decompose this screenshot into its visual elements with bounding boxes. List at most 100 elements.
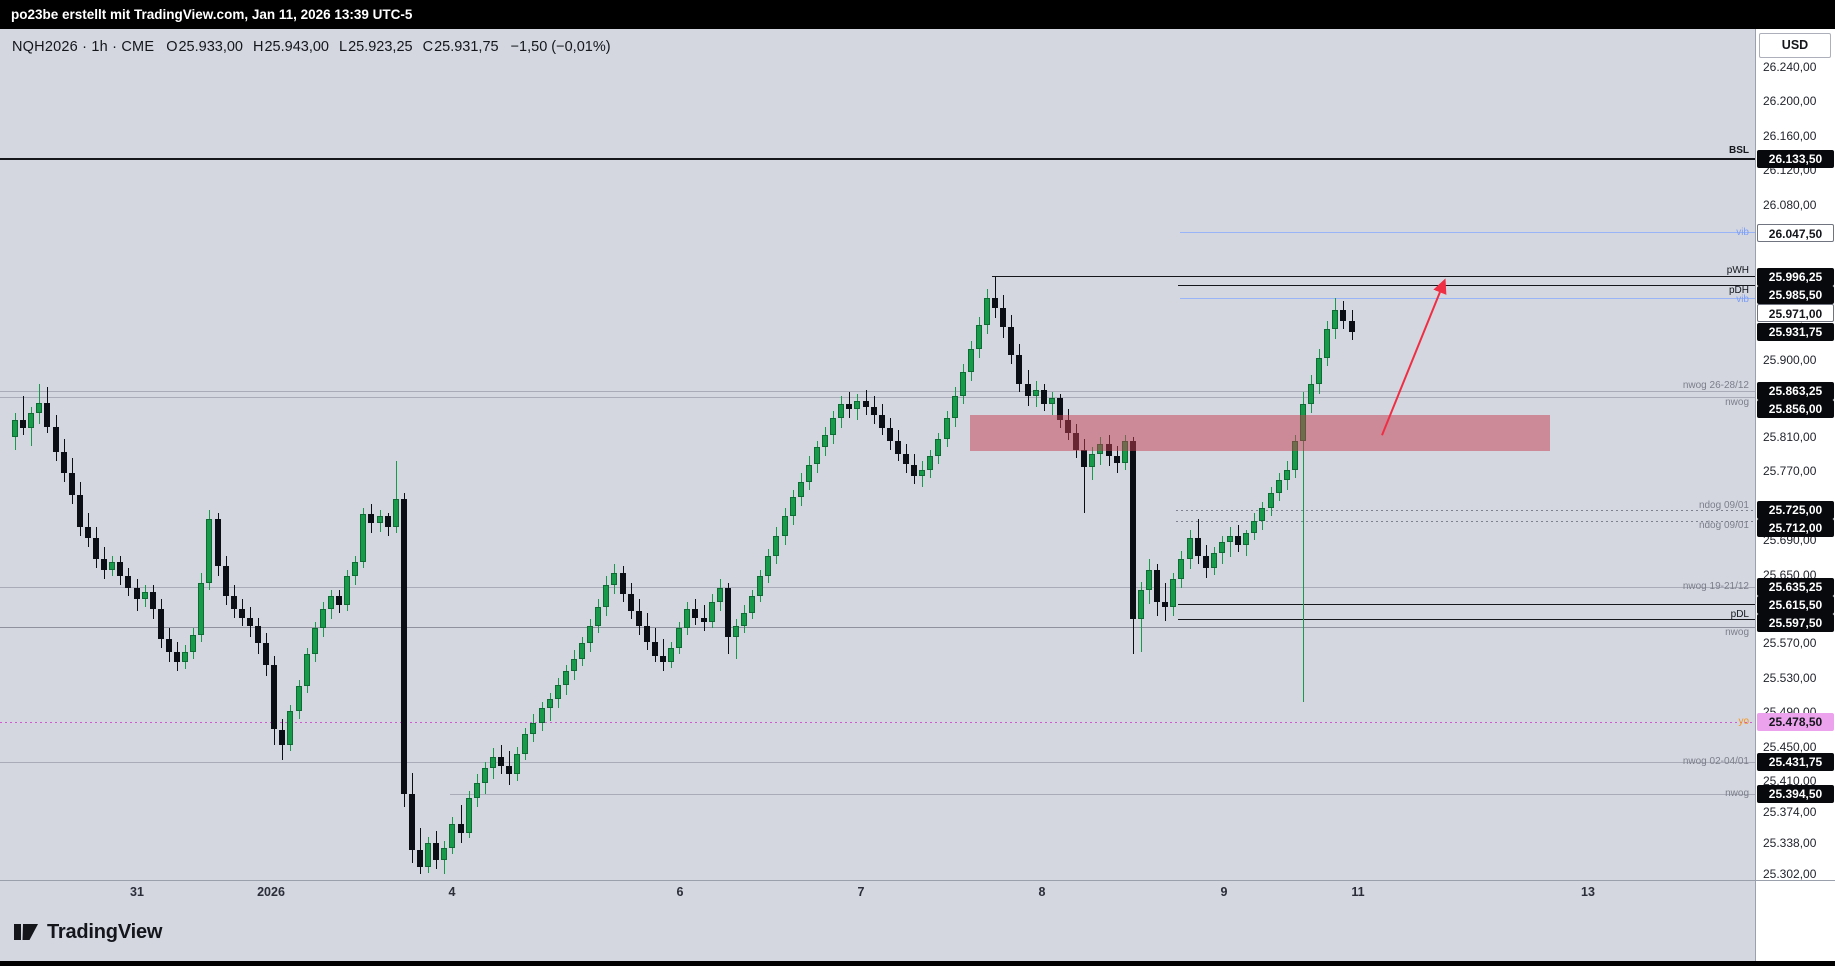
plot-area[interactable]: BSL vib pWH pDH vib nwog 26-28/12 nwog ndog 09/… — [0, 0, 1755, 880]
level-label-ndog-09-01: ndog 09/01 — [1698, 520, 1749, 532]
candle-wick — [663, 639, 664, 671]
candle-body — [895, 441, 901, 455]
candle-body — [279, 729, 285, 745]
candle-body — [1349, 320, 1355, 332]
candle-body — [44, 402, 50, 427]
level-line-bsl — [0, 157, 1755, 160]
level-line-pdh — [1178, 285, 1755, 287]
level-label-pdl: pDL — [1730, 608, 1749, 620]
candle-body — [296, 686, 302, 711]
candle-body — [393, 498, 399, 528]
candle-body — [887, 428, 893, 442]
candle-body — [1114, 455, 1120, 463]
level-line-yo — [0, 721, 1755, 723]
level-label-nwog: nwog — [1725, 788, 1749, 800]
candle-body — [555, 684, 561, 700]
candle-body — [93, 538, 99, 560]
candle-body — [636, 610, 642, 627]
price-tick-label: 25.374,00 — [1763, 805, 1817, 820]
candle-body — [12, 419, 18, 437]
level-line-pwh — [992, 276, 1755, 278]
candle-body — [903, 454, 909, 465]
level-line-vib-lower — [1180, 297, 1755, 299]
candle-body — [1049, 398, 1055, 405]
candle-body — [1308, 383, 1314, 405]
price-tick-label: 26.200,00 — [1763, 94, 1817, 109]
candle-body — [360, 514, 366, 562]
candle-body — [1243, 533, 1249, 545]
candle-body — [1008, 326, 1014, 356]
candle-body — [709, 602, 715, 622]
candle-wick — [396, 461, 397, 534]
candle-body — [198, 583, 204, 635]
supply-zone — [970, 414, 1550, 451]
level-line-ndog-0901-top — [1176, 509, 1755, 511]
candle-body — [863, 400, 869, 407]
candle-body — [28, 412, 34, 429]
price-level-badge: 25.431,75 — [1757, 753, 1834, 772]
legend-ohlc-pair: H 25.943,00 — [253, 39, 329, 55]
level-label-nwog: nwog — [1725, 397, 1749, 409]
candle-body — [563, 671, 569, 685]
level-line-nwog-1921 — [0, 586, 1755, 588]
candle-body — [368, 514, 374, 523]
time-axis-separator — [0, 880, 1835, 881]
attribution-bar: po23be erstellt mit TradingView.com, Jan… — [0, 0, 1835, 29]
level-label-yo: yo — [1738, 716, 1749, 728]
price-axis[interactable]: USD 26.240,00 26.200,00 26.160,00 26.120,00… — [1755, 29, 1835, 961]
level-label-vib: vib — [1736, 226, 1749, 238]
price-tick-label: 25.302,00 — [1763, 867, 1817, 882]
candle-body — [117, 561, 123, 577]
price-tick-label: 26.240,00 — [1763, 60, 1817, 74]
price-level-badge: 25.985,50 — [1757, 285, 1834, 304]
candle-body — [522, 733, 528, 754]
candle-wick — [1084, 438, 1085, 513]
candle-body — [166, 639, 172, 653]
level-label-nwog-02-04-01: nwog 02-04/01 — [1682, 756, 1749, 768]
legend-ohlc-pair: O 25.933,00 — [166, 39, 243, 55]
candle-body — [871, 406, 877, 416]
candle-body — [1089, 454, 1095, 468]
footer-brand[interactable]: TradingView — [13, 919, 162, 945]
candle-wick — [1230, 527, 1231, 558]
candle-body — [125, 576, 131, 588]
symbol-legend[interactable]: NQH2026 · 1h · CME O 25.933,00 H 25.943,00 L… — [12, 37, 611, 57]
candle-body — [215, 518, 221, 567]
level-label-nwog: nwog — [1725, 627, 1749, 639]
candle-body — [952, 395, 958, 419]
candle-body — [749, 596, 755, 614]
currency-button[interactable]: USD — [1759, 33, 1831, 58]
candle-body — [20, 419, 26, 429]
candle-body — [312, 627, 318, 654]
candle-body — [1033, 389, 1039, 396]
candle-body — [1227, 535, 1233, 542]
legend-change: −1,50 (−0,01%) — [510, 39, 611, 55]
candle-body — [385, 516, 391, 528]
level-label-pdh: pDH — [1728, 284, 1749, 296]
symbol-title[interactable]: NQH2026 · 1h · CME — [12, 39, 155, 55]
candle-body — [466, 798, 472, 833]
candle-body — [1276, 479, 1282, 493]
candle-body — [1324, 329, 1330, 358]
candle-body — [579, 643, 585, 659]
candle-body — [514, 753, 520, 775]
candle-body — [231, 596, 237, 610]
price-level-badge: 25.863,25 — [1757, 382, 1834, 401]
candle-body — [441, 848, 447, 861]
candle-body — [182, 652, 188, 663]
candle-body — [984, 297, 990, 326]
tradingview-wordmark: TradingView — [47, 920, 163, 943]
candle-body — [417, 849, 423, 868]
candle-body — [773, 535, 779, 556]
candle-body — [1219, 541, 1225, 554]
candle-body — [1316, 357, 1322, 384]
candle-body — [1211, 553, 1217, 568]
candle-body — [101, 559, 107, 571]
candle-body — [1195, 538, 1201, 556]
candle-body — [498, 757, 504, 766]
level-line-level-615 — [1178, 603, 1755, 605]
candle-body — [1340, 309, 1346, 321]
candle-body — [611, 572, 617, 585]
candle-body — [1259, 507, 1265, 522]
candle-body — [1235, 535, 1241, 545]
